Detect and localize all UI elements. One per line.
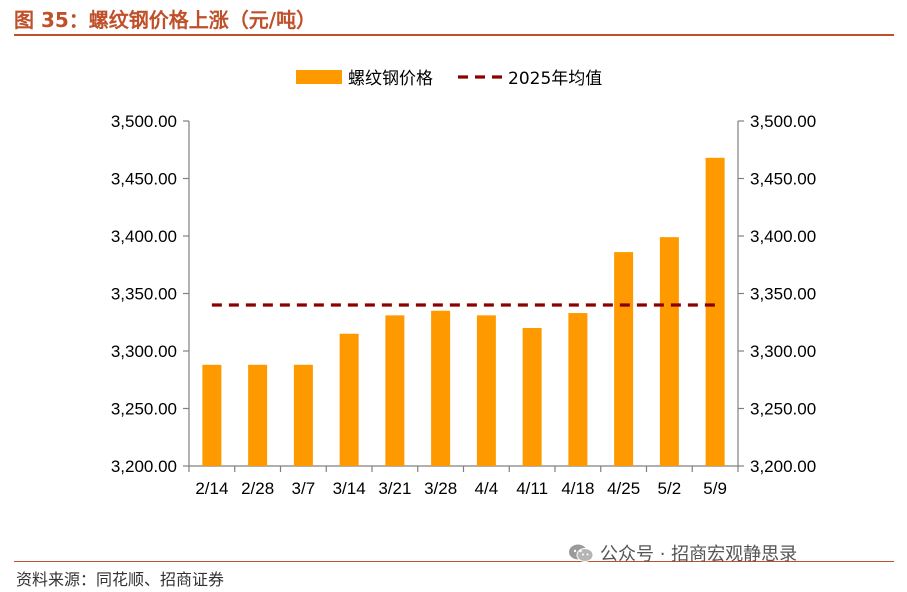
bar [522,328,542,466]
x-tick-label: 3/14 [333,479,366,498]
x-tick-label: 4/18 [561,479,594,498]
x-tick-label: 2/28 [241,479,274,498]
bar-series [202,157,725,467]
x-tick-label: 5/2 [658,479,682,498]
bar [431,310,451,466]
x-tick-labels: 2/14 2/28 3/7 3/14 3/21 3/28 4/4 4/11 4/18 4/25 5/… [195,479,727,498]
left-tick-label: 3,200.00 [111,457,177,476]
x-tick-label: 4/4 [475,479,499,498]
legend-swatch-bar [296,70,342,84]
x-tick-label: 3/21 [378,479,411,498]
bar [339,333,359,466]
source-note: 资料来源：同花顺、招商证券 [16,570,225,589]
x-tick-label: 3/28 [424,479,457,498]
legend-label-bar: 螺纹钢价格 [348,69,433,89]
bar [568,313,588,466]
right-tick-label: 3,200.00 [750,457,816,476]
x-tick-label: 2/14 [195,479,228,498]
watermark-text: 公众号 · 招商宏观静思录 [600,544,798,565]
bar [705,157,725,467]
legend: 螺纹钢价格 2025年均值 [296,69,602,89]
wechat-icon [569,544,594,562]
bar [659,237,679,466]
legend-label-line: 2025年均值 [508,69,602,89]
left-tick-label: 3,450.00 [111,170,177,189]
right-tick-label: 3,350.00 [750,285,816,304]
x-tick-label: 4/25 [607,479,640,498]
bar [248,364,268,466]
bar [202,364,222,466]
left-tick-label: 3,500.00 [111,112,177,131]
steel-price-chart: 螺纹钢价格 2025年均值 3,200.00 3,250.00 3,300.00 3,3… [111,69,816,498]
right-tick-label: 3,500.00 [750,112,816,131]
right-tick-label: 3,250.00 [750,400,816,419]
bar [385,315,405,466]
axes: 3,200.00 3,250.00 3,300.00 3,350.00 3,400.00… [111,112,816,476]
title-rule [14,34,894,36]
bar [614,252,634,466]
x-tick-label: 5/9 [703,479,727,498]
right-tick-label: 3,400.00 [750,227,816,246]
right-tick-label: 3,300.00 [750,342,816,361]
x-tick-label: 4/11 [516,479,548,498]
figure-title: 图 35：螺纹钢价格上涨（元/吨） [14,8,317,32]
left-tick-label: 3,250.00 [111,400,177,419]
left-tick-label: 3,350.00 [111,285,177,304]
left-tick-label: 3,300.00 [111,342,177,361]
source-rule [14,561,894,562]
right-tick-label: 3,450.00 [750,170,816,189]
left-tick-label: 3,400.00 [111,227,177,246]
bar [476,315,496,466]
watermark: 公众号 · 招商宏观静思录 [568,540,797,566]
bar [293,364,313,466]
x-tick-label: 3/7 [292,479,316,498]
